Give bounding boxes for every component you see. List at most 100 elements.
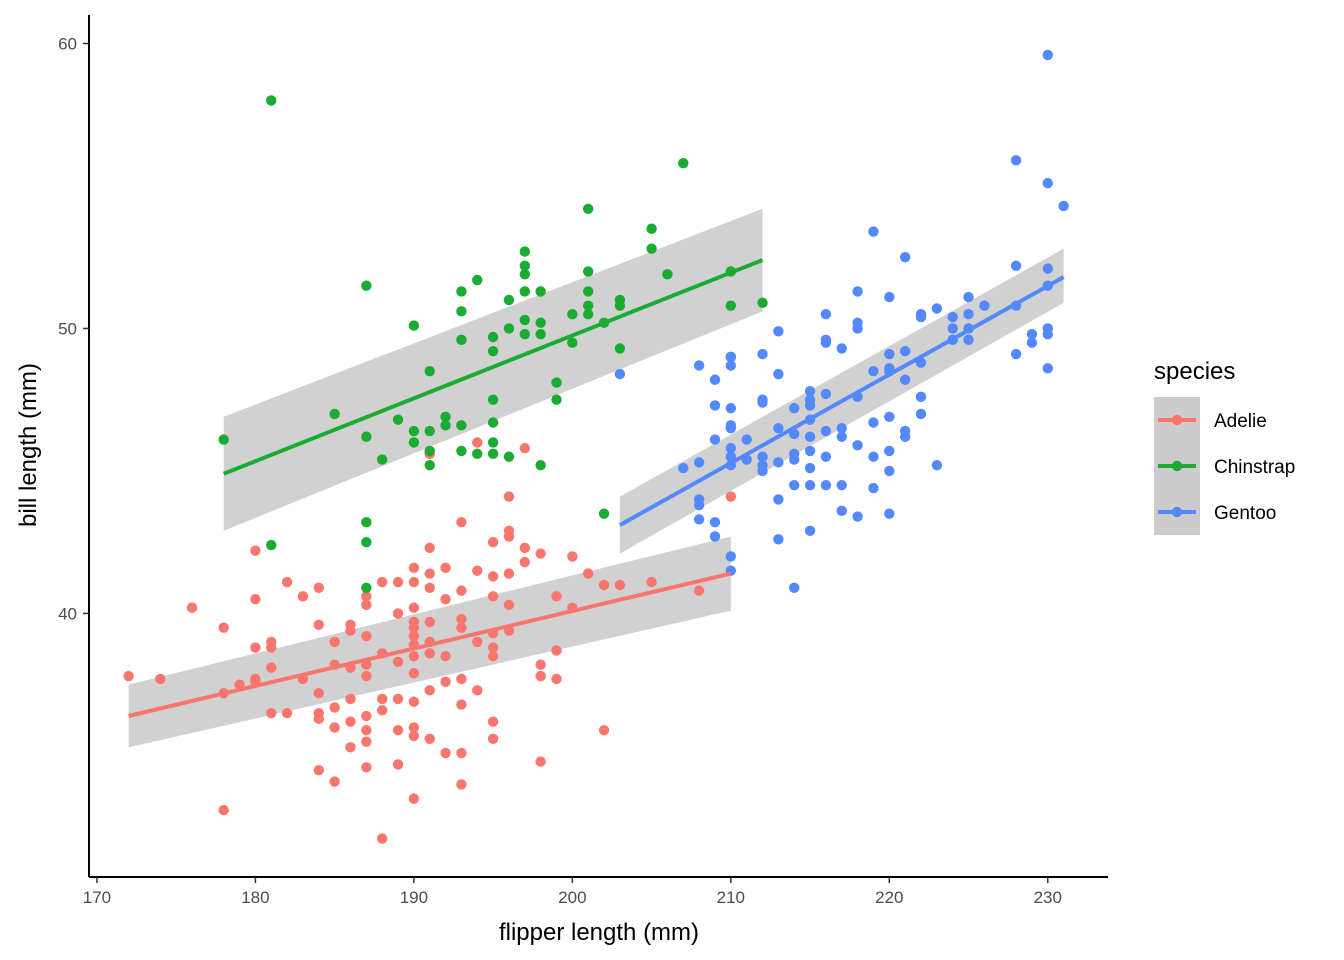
data-point-chinstrap: [519, 286, 531, 297]
data-point-adelie: [551, 645, 562, 656]
data-point-gentoo: [693, 514, 705, 525]
data-point-gentoo: [836, 505, 847, 517]
y-axis-title: bill length (mm): [15, 363, 42, 527]
data-point-chinstrap: [361, 431, 372, 442]
data-point-gentoo: [820, 388, 832, 400]
data-point-gentoo: [884, 465, 895, 477]
data-point-adelie: [376, 576, 388, 588]
data-point-adelie: [598, 579, 610, 591]
data-point-gentoo: [1042, 328, 1053, 340]
data-point-chinstrap: [678, 157, 689, 169]
data-point-gentoo: [836, 431, 847, 442]
data-point-chinstrap: [598, 508, 610, 519]
data-point-adelie: [361, 591, 372, 602]
data-point-adelie: [281, 576, 293, 588]
data-point-adelie: [725, 491, 737, 502]
data-point-gentoo: [804, 462, 816, 474]
data-point-adelie: [408, 562, 420, 574]
data-point-adelie: [345, 742, 356, 753]
data-point-gentoo: [963, 334, 974, 346]
x-tick-label: 210: [717, 888, 745, 907]
data-point-chinstrap: [424, 425, 435, 437]
data-point-gentoo: [1026, 337, 1038, 348]
data-point-adelie: [598, 725, 610, 736]
data-point-gentoo: [614, 368, 626, 380]
data-point-chinstrap: [646, 223, 657, 234]
data-point-gentoo: [773, 368, 784, 380]
data-point-gentoo: [773, 534, 784, 545]
x-tick-label: 170: [83, 888, 111, 907]
data-point-adelie: [345, 625, 356, 636]
data-point-chinstrap: [535, 460, 546, 471]
data-point-gentoo: [1010, 348, 1022, 360]
data-point-adelie: [440, 676, 451, 688]
x-tick-label: 190: [400, 888, 428, 907]
data-point-adelie: [329, 636, 340, 648]
data-point-gentoo: [963, 291, 974, 303]
data-point-chinstrap: [361, 582, 372, 593]
data-point-adelie: [519, 442, 531, 454]
data-point-adelie: [424, 568, 435, 579]
data-point-adelie: [408, 576, 420, 588]
data-point-gentoo: [868, 417, 879, 428]
data-point-adelie: [281, 707, 293, 719]
data-point-gentoo: [884, 291, 895, 303]
data-point-gentoo: [789, 479, 800, 491]
legend-point-chinstrap: [1171, 460, 1183, 472]
data-point-gentoo: [804, 445, 816, 457]
data-point-adelie: [266, 642, 277, 653]
data-point-adelie: [472, 437, 483, 448]
data-point-chinstrap: [503, 451, 515, 462]
data-point-chinstrap: [361, 280, 372, 291]
data-point-gentoo: [852, 286, 863, 297]
data-point-adelie: [487, 642, 499, 653]
data-point-chinstrap: [266, 539, 277, 551]
data-point-adelie: [392, 576, 404, 588]
data-point-gentoo: [852, 440, 863, 451]
data-point-chinstrap: [424, 445, 435, 457]
data-point-adelie: [376, 705, 388, 716]
data-point-adelie: [424, 685, 435, 696]
data-point-adelie: [186, 602, 198, 613]
data-point-chinstrap: [503, 323, 515, 334]
data-point-gentoo: [757, 451, 768, 462]
data-point-chinstrap: [424, 460, 435, 471]
data-point-adelie: [424, 616, 435, 628]
data-point-adelie: [345, 716, 356, 727]
data-point-chinstrap: [551, 377, 562, 388]
data-point-adelie: [408, 730, 420, 742]
data-point-gentoo: [1042, 49, 1053, 61]
data-point-chinstrap: [614, 343, 626, 354]
data-point-gentoo: [804, 479, 816, 491]
data-point-chinstrap: [519, 314, 531, 326]
data-point-adelie: [408, 622, 420, 633]
legend-title: species: [1154, 358, 1235, 385]
data-point-adelie: [329, 776, 340, 787]
data-point-gentoo: [884, 411, 895, 422]
data-point-gentoo: [693, 499, 705, 511]
data-point-adelie: [250, 593, 261, 605]
data-point-chinstrap: [456, 286, 467, 297]
data-point-adelie: [266, 707, 277, 719]
legend-point-adelie: [1171, 414, 1183, 426]
data-point-adelie: [313, 707, 324, 719]
data-point-chinstrap: [487, 346, 499, 357]
data-point-adelie: [535, 670, 546, 682]
data-point-adelie: [519, 542, 531, 554]
data-point-gentoo: [852, 323, 863, 334]
data-point-gentoo: [947, 311, 958, 323]
x-tick-label: 220: [875, 888, 903, 907]
data-point-adelie: [266, 662, 277, 673]
data-point-adelie: [646, 576, 657, 588]
data-point-adelie: [487, 650, 499, 662]
data-point-adelie: [487, 591, 499, 602]
data-point-chinstrap: [519, 260, 531, 271]
data-point-gentoo: [773, 457, 784, 468]
data-point-adelie: [218, 622, 229, 633]
data-point-adelie: [693, 585, 705, 596]
x-tick-label: 180: [241, 888, 269, 907]
x-tick-label: 230: [1034, 888, 1062, 907]
data-point-chinstrap: [725, 300, 737, 311]
data-point-chinstrap: [757, 297, 768, 309]
data-point-gentoo: [899, 374, 911, 385]
